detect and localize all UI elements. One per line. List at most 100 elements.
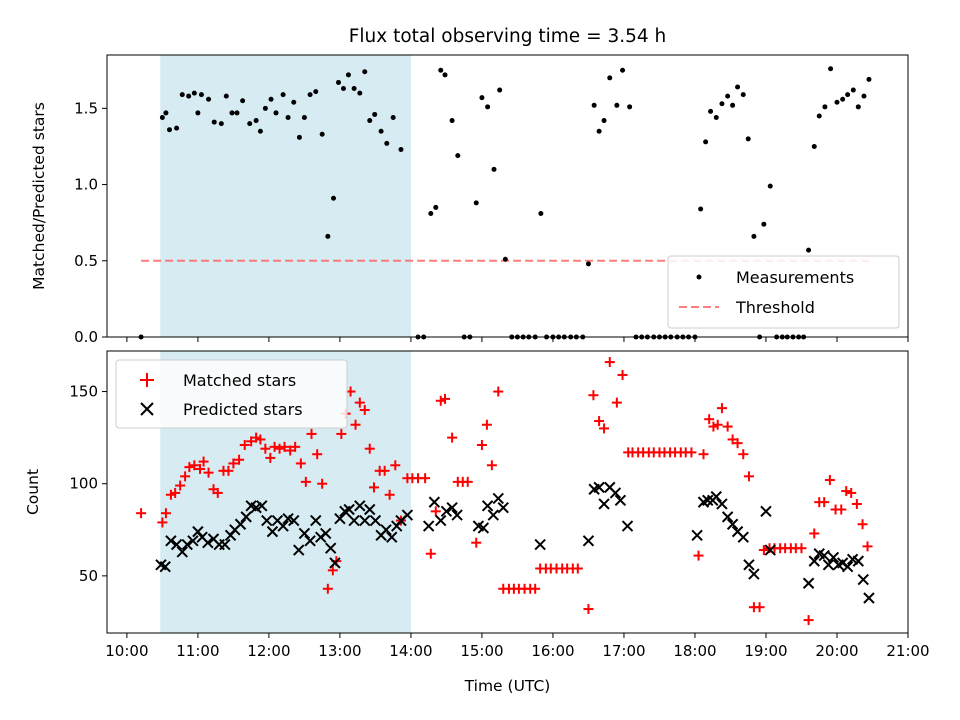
predicted-star-point: [435, 514, 447, 527]
legend-threshold-label: Threshold: [735, 298, 815, 317]
predicted-star-point: [582, 535, 595, 547]
predicted-star-point: [324, 542, 337, 554]
matched-star-point: [260, 443, 271, 454]
predicted-star-point: [721, 511, 734, 523]
matched-star-point: [212, 487, 223, 498]
predicted-star-point: [609, 487, 622, 499]
predicted-star-point: [764, 544, 776, 556]
matched-star-point: [279, 441, 290, 452]
matched-star-point: [809, 528, 820, 539]
x-tick-label: 13:00: [318, 642, 361, 660]
measurement-point: [351, 86, 357, 92]
measurement-point: [319, 131, 325, 137]
measurement-point: [345, 72, 351, 78]
predicted-star-point: [266, 525, 279, 538]
legend-matched-label: Matched stars: [183, 371, 296, 390]
top-x-axis-ticks: [126, 337, 909, 342]
predicted-star-point: [818, 549, 830, 562]
matched-star-point: [738, 449, 749, 460]
measurement-point: [614, 102, 620, 108]
predicted-star-point: [481, 500, 494, 512]
matched-star-point: [588, 390, 599, 401]
predicted-star-point: [760, 505, 772, 518]
matched-star-point: [228, 458, 239, 469]
matched-star-point: [136, 508, 147, 519]
matched-star-point: [354, 397, 365, 408]
x-tick-label: 16:00: [531, 642, 574, 660]
predicted-star-point: [386, 531, 398, 543]
matched-star-point: [198, 456, 209, 467]
measurement-point: [390, 114, 396, 120]
legend-matched-marker: [140, 373, 154, 387]
matched-star-point: [430, 506, 441, 517]
measurement-point: [767, 183, 773, 189]
measurement-point: [591, 102, 597, 108]
measurement-point: [257, 128, 263, 134]
matched-star-point: [686, 447, 697, 458]
matched-star-point: [862, 541, 873, 552]
measurement-point: [866, 76, 872, 82]
y-tick-label: 0.5: [74, 252, 98, 270]
predicted-star-point: [614, 494, 627, 507]
measurement-point: [229, 110, 235, 116]
measurement-point: [745, 136, 751, 142]
measurement-point: [384, 140, 390, 146]
measurement-point: [698, 206, 704, 212]
measurement-point: [211, 119, 217, 125]
measurement-point: [725, 93, 731, 99]
predicted-star-point: [165, 535, 177, 547]
predicted-star-point: [497, 501, 509, 514]
measurement-point: [307, 92, 313, 98]
measurement-point: [730, 102, 736, 108]
matched-star-point: [704, 414, 715, 425]
matched-star-point: [758, 545, 769, 556]
x-tick-label: 19:00: [744, 642, 787, 660]
predicted-star-point: [621, 520, 634, 532]
bottom-axes-frame: [106, 350, 909, 634]
x-tick-label: 15:00: [460, 642, 503, 660]
predicted-star-point: [598, 498, 610, 510]
measurement-point: [442, 72, 448, 78]
matched-star-point: [722, 421, 733, 432]
measurement-point: [479, 95, 485, 101]
matched-star-point: [274, 443, 285, 454]
measurement-point: [449, 118, 455, 124]
predicted-star-point: [234, 518, 247, 530]
measurement-point: [357, 90, 363, 96]
matched-star-point: [617, 369, 628, 380]
measurement-point: [828, 66, 834, 72]
predicted-star-point: [256, 500, 268, 512]
predicted-star-point: [863, 592, 875, 604]
matched-star-point: [364, 443, 375, 454]
predicted-star-point: [304, 535, 316, 547]
predicted-star-point: [343, 503, 355, 516]
measurement-point: [398, 147, 404, 153]
matched-star-point: [440, 393, 451, 404]
measurement-point: [273, 110, 279, 116]
x-tick-label: 21:00: [886, 642, 929, 660]
measurement-point: [840, 96, 846, 102]
matched-star-point: [157, 517, 168, 528]
matched-star-point: [712, 419, 723, 430]
matched-star-point: [295, 458, 306, 469]
matched-star-point: [223, 465, 234, 476]
measurement-point: [262, 105, 268, 111]
legend-predicted-marker: [140, 402, 154, 416]
matched-star-point: [234, 454, 245, 465]
bottom-legend: Matched stars Predicted stars: [115, 359, 348, 429]
matched-star-point: [255, 434, 266, 445]
predicted-star-point: [737, 531, 749, 543]
matched-star-point: [851, 498, 862, 509]
top-axes-frame: [106, 54, 909, 338]
matched-star-point: [572, 563, 583, 574]
y-tick-label: 50: [79, 567, 98, 585]
bottom-y-axis-ticks: 50 100 150: [69, 383, 107, 585]
predicted-star-point: [181, 538, 193, 551]
measurement-point: [223, 93, 229, 99]
predicted-star-point: [320, 527, 332, 540]
measurement-point: [159, 114, 165, 120]
predicted-star-point: [802, 577, 815, 589]
matched-star-point: [599, 423, 610, 434]
measurement-point: [240, 98, 246, 104]
